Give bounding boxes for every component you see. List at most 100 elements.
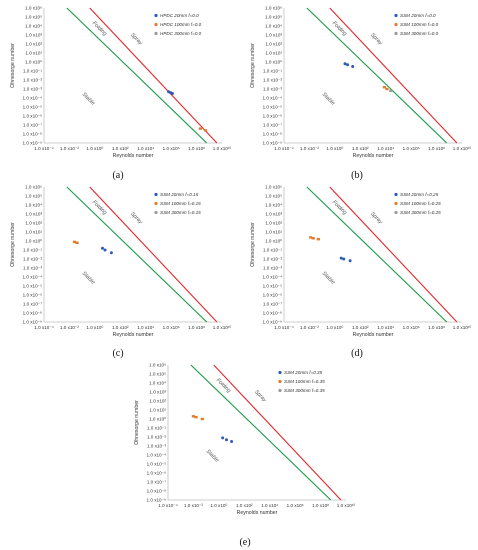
data-point [311,237,315,240]
y-tick-label: 1.0 x10⁻² [263,78,282,83]
panel-caption: (b) [351,170,363,181]
region-label-folding: Folding [91,20,108,37]
legend-marker [154,31,158,36]
x-tick-label: 1.0 x10¹⁰ [453,325,472,330]
x-tick-label: 1.0 x10⁻² [300,325,319,330]
y-tick-label: 1.0 x10⁻² [23,78,42,83]
y-tick-label: 1.0 x10⁻⁵ [23,284,42,289]
x-tick-label: 1.0 x10⁻⁴ [158,503,177,508]
region-label-folding: Folding [331,199,348,216]
region-label-spray: Spray [253,389,267,403]
stable-boundary-line [306,7,448,144]
y-tick-label: 1.0 x10³ [265,33,282,38]
x-tick-label: 1.0 x10¹⁰ [337,503,356,508]
y-tick-label: 1.0 x10⁻⁸ [263,132,282,137]
legend-label: SSM 300mm f=0.35 [284,388,325,393]
y-tick-label: 1.0 x10⁵ [25,15,42,20]
y-axis-label: Ohnesorge number [250,43,256,88]
y-tick-label: 1.0 x10⁶ [265,6,282,11]
legend-label: SSM 300mm f=0.15 [160,210,201,215]
x-tick-label: 1.0 x10¹⁰ [213,325,232,330]
data-point [230,440,234,443]
y-tick-label: 1.0 x10² [149,399,166,404]
spray-boundary-line [329,186,458,323]
data-point [100,246,104,250]
y-tick-label: 1.0 x10³ [25,212,42,217]
x-tick-label: 1.0 x10² [112,146,129,151]
legend-marker [278,370,282,375]
x-tick-label: 1.0 x10⁶ [403,146,420,151]
y-tick-label: 1.0 x10⁴ [149,381,166,386]
y-tick-label: 1.0 x10¹ [149,408,166,413]
x-tick-label: 1.0 x10⁴ [377,146,394,151]
legend-label: SSM 20mm f=0.15 [160,192,199,197]
y-tick-label: 1.0 x10⁻⁶ [147,471,166,476]
data-point [109,251,113,255]
x-tick-label: 1.0 x10⁸ [188,325,205,330]
y-tick-label: 1.0 x10² [25,42,42,47]
legend-label: SSM 300mm f=0.0 [400,31,439,36]
y-tick-label: 1.0 x10⁻⁵ [263,105,282,110]
y-tick-label: 1.0 x10⁵ [265,194,282,199]
x-tick-label: 1.0 x10⁰ [326,146,343,151]
legend-marker [394,13,398,18]
y-tick-label: 1.0 x10⁶ [25,185,42,190]
y-tick-label: 1.0 x10⁶ [149,363,166,368]
legend-label: SSM 100mm f=0.15 [160,201,201,206]
y-tick-label: 1.0 x10⁻¹ [23,69,42,74]
legend-marker [154,201,158,206]
x-tick-label: 1.0 x10⁰ [86,325,103,330]
legend-label: SSM 100mm f=0.25 [400,201,441,206]
legend-label: SSM 20mm f=0.35 [284,370,323,375]
legend-label: HPDC 100mm f=0.0 [160,22,202,27]
legend-marker [394,22,398,27]
data-point [75,241,79,244]
x-tick-label: 1.0 x10⁶ [287,503,304,508]
y-tick-label: 1.0 x10⁻⁵ [23,105,42,110]
y-tick-label: 1.0 x10⁶ [265,185,282,190]
legend-marker [394,31,398,36]
y-tick-label: 1.0 x10⁻⁴ [23,275,42,280]
panel-caption: (e) [239,537,250,548]
x-axis-label: Reynolds number [113,153,154,159]
y-tick-label: 1.0 x10⁻⁶ [23,114,42,119]
y-tick-label: 1.0 x10⁴ [25,24,42,29]
data-point [191,415,196,418]
y-tick-label: 1.0 x10⁻² [147,435,166,440]
y-tick-label: 1.0 x10⁴ [25,203,42,208]
data-point [389,89,393,92]
x-tick-label: 1.0 x10⁰ [326,325,343,330]
x-tick-label: 1.0 x10² [112,325,129,330]
y-tick-label: 1.0 x10⁻¹ [23,248,42,253]
data-point [316,238,320,241]
x-tick-label: 1.0 x10⁴ [137,146,154,151]
x-tick-label: 1.0 x10⁻⁴ [34,325,53,330]
x-tick-label: 1.0 x10² [236,503,253,508]
y-tick-label: 1.0 x10⁰ [25,239,42,244]
region-label-stable: Stable [205,449,220,464]
y-tick-label: 1.0 x10⁵ [149,372,166,377]
y-tick-label: 1.0 x10⁻³ [23,266,42,271]
x-tick-label: 1.0 x10¹⁰ [213,146,232,151]
panel-caption: (c) [112,348,123,359]
x-axis-label: Reynolds number [353,153,394,159]
legend-marker [394,210,398,215]
data-point [224,438,228,442]
y-tick-label: 1.0 x10⁶ [25,6,42,11]
legend-label: SSM 100mm f=0.0 [400,22,439,27]
y-tick-label: 1.0 x10¹ [265,230,282,235]
chart-panel-c: 1.0 x10⁶ 1.0 x10⁵ 1.0 x10⁴ 1.0 x10³ 1.0 x10²… [10,185,231,359]
y-tick-label: 1.0 x10⁻⁶ [23,293,42,298]
x-tick-label: 1.0 x10⁴ [261,503,278,508]
y-tick-label: 1.0 x10⁰ [25,60,42,65]
x-tick-label: 1.0 x10⁰ [210,503,227,508]
x-tick-label: 1.0 x10⁻⁴ [274,146,293,151]
region-label-spray: Spray [369,211,383,225]
y-axis-label: Ohnesorge number [250,222,256,267]
data-point [194,416,198,419]
x-tick-label: 1.0 x10⁸ [312,503,329,508]
y-tick-label: 1.0 x10¹ [265,51,282,56]
spray-boundary-line [89,7,218,144]
y-tick-label: 1.0 x10⁰ [149,417,166,422]
